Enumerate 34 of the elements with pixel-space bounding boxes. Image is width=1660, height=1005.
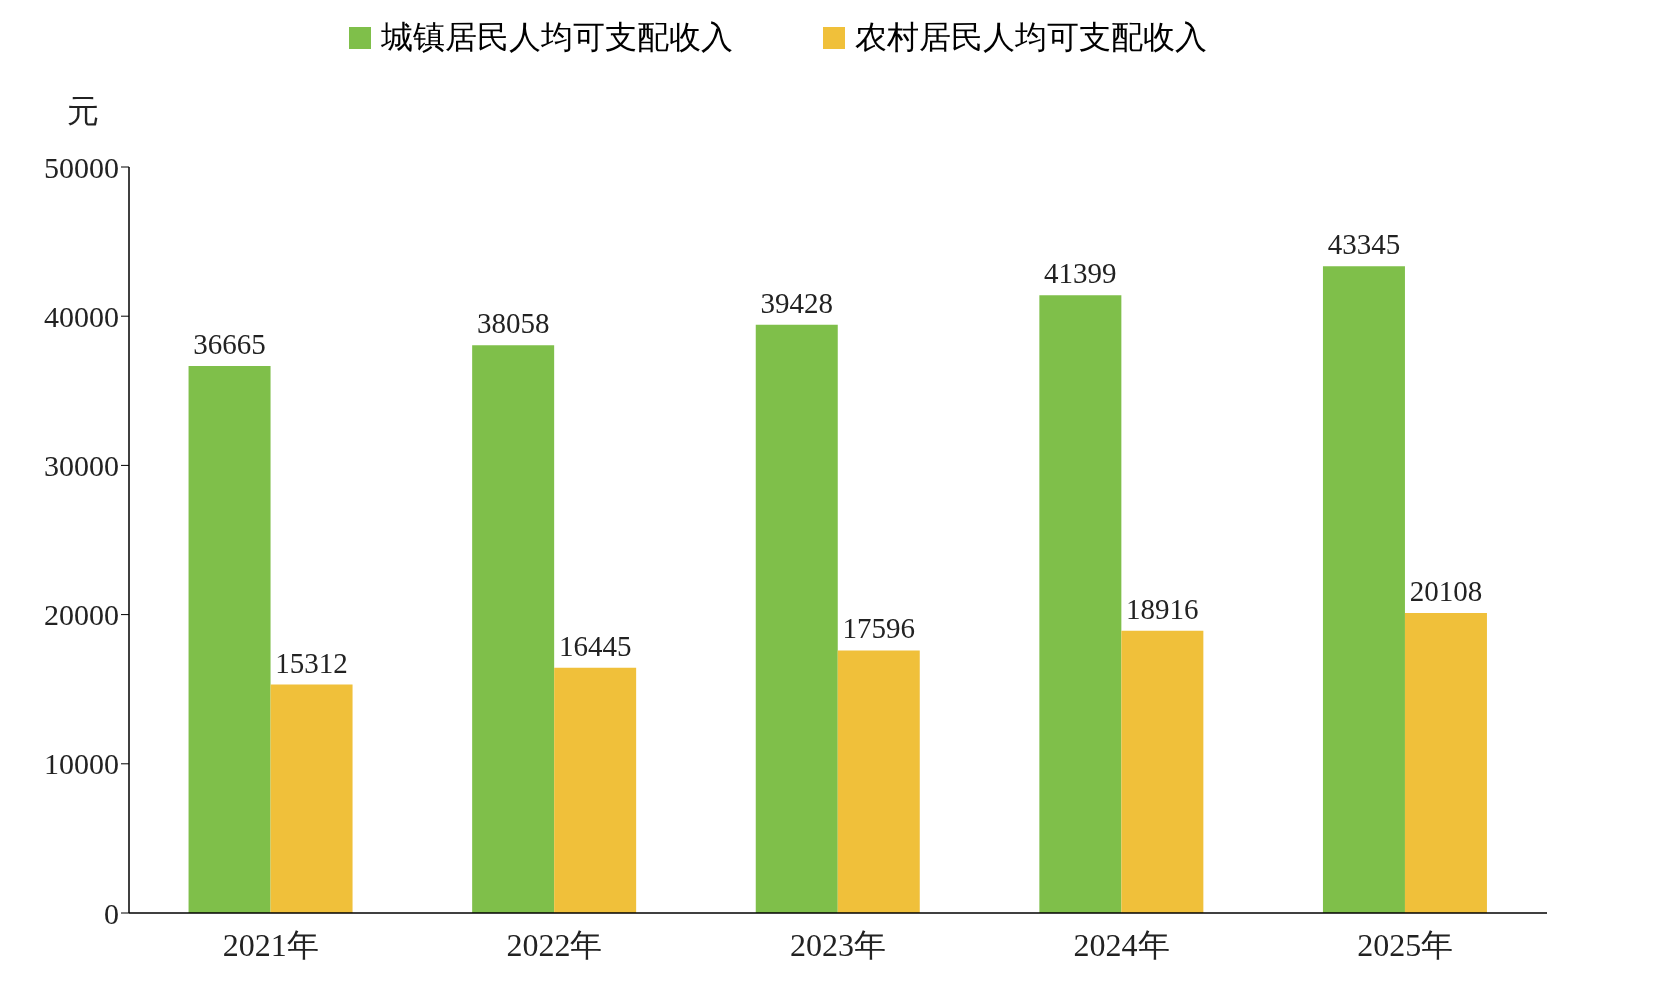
y-tick-label: 0 [104, 896, 119, 930]
x-tick-label: 2023年 [790, 926, 886, 963]
bar [188, 365, 271, 913]
data-label: 16445 [558, 629, 632, 662]
data-label: 17596 [842, 612, 916, 645]
bar [1121, 630, 1204, 913]
y-tick-label: 50000 [44, 150, 119, 184]
bar [755, 324, 838, 913]
bar [1404, 612, 1487, 913]
y-tick-label: 20000 [44, 598, 119, 632]
data-label: 38058 [476, 307, 550, 340]
x-tick-label: 2024年 [1073, 926, 1170, 963]
data-label: 39428 [760, 286, 834, 319]
y-tick-label: 40000 [44, 299, 119, 333]
x-tick-label: 2022年 [506, 926, 603, 963]
x-tick-label: 2025年 [1357, 926, 1454, 963]
legend-label: 城镇居民人均可支配收入 [380, 18, 733, 57]
bar [1322, 266, 1405, 913]
data-label: 15312 [275, 646, 348, 679]
y-tick-label: 10000 [44, 747, 119, 781]
data-label: 41399 [1044, 257, 1117, 290]
data-label: 36665 [193, 327, 266, 360]
legend-label: 农村居民人均可支配收入 [854, 18, 1207, 57]
data-label: 18916 [1126, 592, 1199, 625]
bar [1039, 295, 1122, 913]
data-label: 43345 [1327, 228, 1401, 261]
bar [837, 650, 920, 913]
y-axis-title: 元 [67, 93, 99, 129]
bar [472, 345, 555, 913]
y-tick-label: 30000 [44, 449, 119, 483]
bar [554, 667, 637, 913]
x-tick-label: 2021年 [222, 926, 319, 963]
data-label: 20108 [1409, 574, 1483, 607]
bar [270, 684, 353, 913]
